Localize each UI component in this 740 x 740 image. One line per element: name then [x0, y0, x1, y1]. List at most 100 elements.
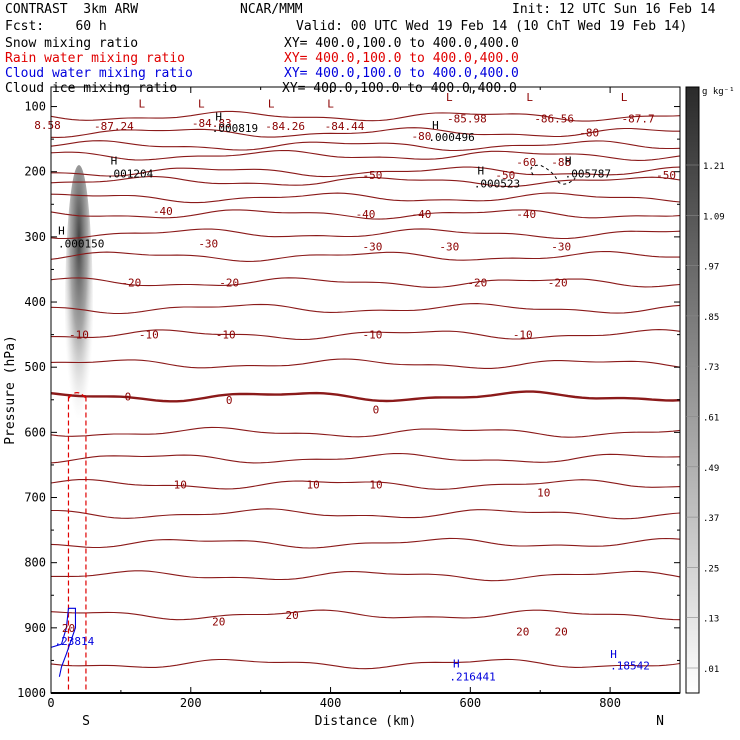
- colorbar-tick-label: .49: [703, 464, 719, 474]
- x-axis-label: Distance (km): [315, 714, 417, 729]
- valid-time: Valid: 00 UTC Wed 19 Feb 14 (10 ChT Wed …: [296, 19, 688, 34]
- extremum-marker: H: [111, 155, 118, 168]
- temperature-label: -20: [121, 276, 141, 289]
- y-tick-label: 300: [24, 230, 46, 244]
- extremum-marker: L: [327, 97, 334, 110]
- temperature-label: 20: [285, 609, 298, 622]
- isotherm-line: [50, 176, 681, 187]
- extremum-marker: H: [432, 119, 439, 132]
- north-label: N: [656, 714, 664, 729]
- legend-xy-snow: XY= 400.0,100.0 to 400.0,400.0: [284, 36, 519, 51]
- y-axis-label: Pressure (hPa): [3, 335, 18, 445]
- colorbar-tick-label: .25: [703, 564, 719, 574]
- temperature-label: -10: [216, 329, 236, 342]
- isotherm-line: [50, 609, 681, 621]
- y-tick-label: 200: [24, 165, 46, 179]
- isotherm-line: [50, 426, 681, 438]
- legend-xy-cloud-ice: XY= 400.0,100.0 to 400.0,400.0: [282, 81, 517, 96]
- extremum-marker: H: [565, 155, 572, 168]
- colorbar-tick-label: .73: [703, 363, 719, 373]
- forecast-hour: Fcst: 60 h: [5, 19, 107, 34]
- y-tick-label: 1000: [17, 686, 46, 700]
- temperature-label: -20: [219, 276, 239, 289]
- colorbar-unit: g kg⁻¹: [702, 87, 735, 97]
- extremum-value-label: .001204: [107, 168, 154, 181]
- colorbar-tick-label: .13: [703, 615, 719, 625]
- isotherm-line: [50, 209, 681, 220]
- temperature-label: -10: [69, 329, 89, 342]
- snow-shading: [64, 165, 93, 466]
- colorbar-tick-label: .85: [703, 313, 719, 323]
- temperature-label: 10: [306, 478, 319, 491]
- temperature-label: 0: [226, 394, 233, 407]
- temperature-label: -50: [656, 169, 676, 182]
- extremum-value-label: .005787: [565, 168, 611, 181]
- temperature-label: -30: [439, 241, 459, 254]
- cloud-ice-contour: [530, 164, 576, 185]
- isotherm-lines: [50, 110, 681, 670]
- x-tick-label: 600: [459, 696, 481, 710]
- temperature-label: 20: [62, 622, 75, 635]
- snow-mixing-ratio-shade: [64, 165, 93, 466]
- rain-water-contour: [67, 392, 87, 399]
- extremum-value-label: .000819: [212, 122, 258, 135]
- temperature-label: -20: [467, 276, 487, 289]
- extremum-marker: L: [268, 97, 275, 110]
- legend-label-snow: Snow mixing ratio: [5, 36, 139, 51]
- extremum-marker: L: [446, 91, 453, 104]
- y-tick-label: 900: [24, 621, 46, 635]
- extremum-value-label: .18542: [610, 660, 650, 673]
- colorbar-tick-label: .37: [703, 514, 719, 524]
- temperature-label: 0: [373, 404, 380, 417]
- temperature-label: -84.26: [265, 120, 305, 133]
- extremum-value-label: .216441: [449, 671, 495, 684]
- temperature-label: 8.58: [34, 119, 61, 132]
- isotherm-line: [50, 303, 681, 315]
- legend-label-rain: Rain water mixing ratio: [5, 51, 186, 66]
- isotherm-line: [50, 192, 681, 204]
- temperature-label: 10: [174, 478, 187, 491]
- isotherm-line: [50, 149, 681, 161]
- org-label: NCAR/MMM: [240, 2, 303, 17]
- isotherm-line: [50, 478, 681, 490]
- colorbar: 1.21 1.09 .97 .85 .73 .61 .49 .37 .25 .13 .01 g kg⁻…: [685, 86, 735, 694]
- plot-frame: [50, 86, 681, 694]
- extremum-marker: H: [610, 648, 617, 661]
- temperature-label: -50: [495, 169, 515, 182]
- isotherm-line: [51, 508, 681, 520]
- y-tick-label: 800: [24, 556, 46, 570]
- temperature-label: -30: [198, 237, 218, 250]
- isotherm-line: [50, 277, 681, 288]
- isotherm-line: [50, 390, 681, 403]
- y-tick-label: 500: [24, 360, 46, 374]
- extremum-marker: L: [621, 91, 628, 104]
- temperature-label: 20: [516, 626, 529, 639]
- y-tick-label: 100: [24, 100, 46, 114]
- temperature-label: -80: [411, 130, 431, 143]
- temperature-label: -50: [363, 169, 383, 182]
- temperature-label: -87.24: [94, 120, 134, 133]
- extremum-marker: L: [139, 97, 146, 110]
- extremum-value-label: .23814: [54, 635, 94, 648]
- legend-xy-cloud-water: XY= 400.0,100.0 to 400.0,400.0: [284, 66, 519, 81]
- extremum-marker: H: [215, 110, 222, 123]
- colorbar-tick-label: 1.09: [703, 212, 725, 222]
- cloud-water-contour: [50, 607, 77, 677]
- extremum-value-label: .000150: [58, 237, 104, 250]
- isotherm-line: [50, 358, 681, 369]
- y-tick-label: 600: [24, 425, 46, 439]
- isotherm-line: [50, 140, 681, 152]
- isotherm-line: [51, 166, 681, 178]
- temperature-label: -84.44: [325, 120, 365, 133]
- y-tick-label: 400: [24, 295, 46, 309]
- legend-label-cloud-ice: Cloud ice mixing ratio: [5, 81, 178, 96]
- temperature-label: -60: [516, 156, 536, 169]
- isotherm-line: [50, 250, 680, 262]
- isotherm-line: [51, 570, 681, 582]
- isotherm-line: [50, 452, 681, 464]
- isotherm-line: [51, 329, 681, 341]
- mixing-ratio-contours: [50, 164, 576, 693]
- x-tick-label: 200: [180, 696, 202, 710]
- x-tick-label: 800: [599, 696, 621, 710]
